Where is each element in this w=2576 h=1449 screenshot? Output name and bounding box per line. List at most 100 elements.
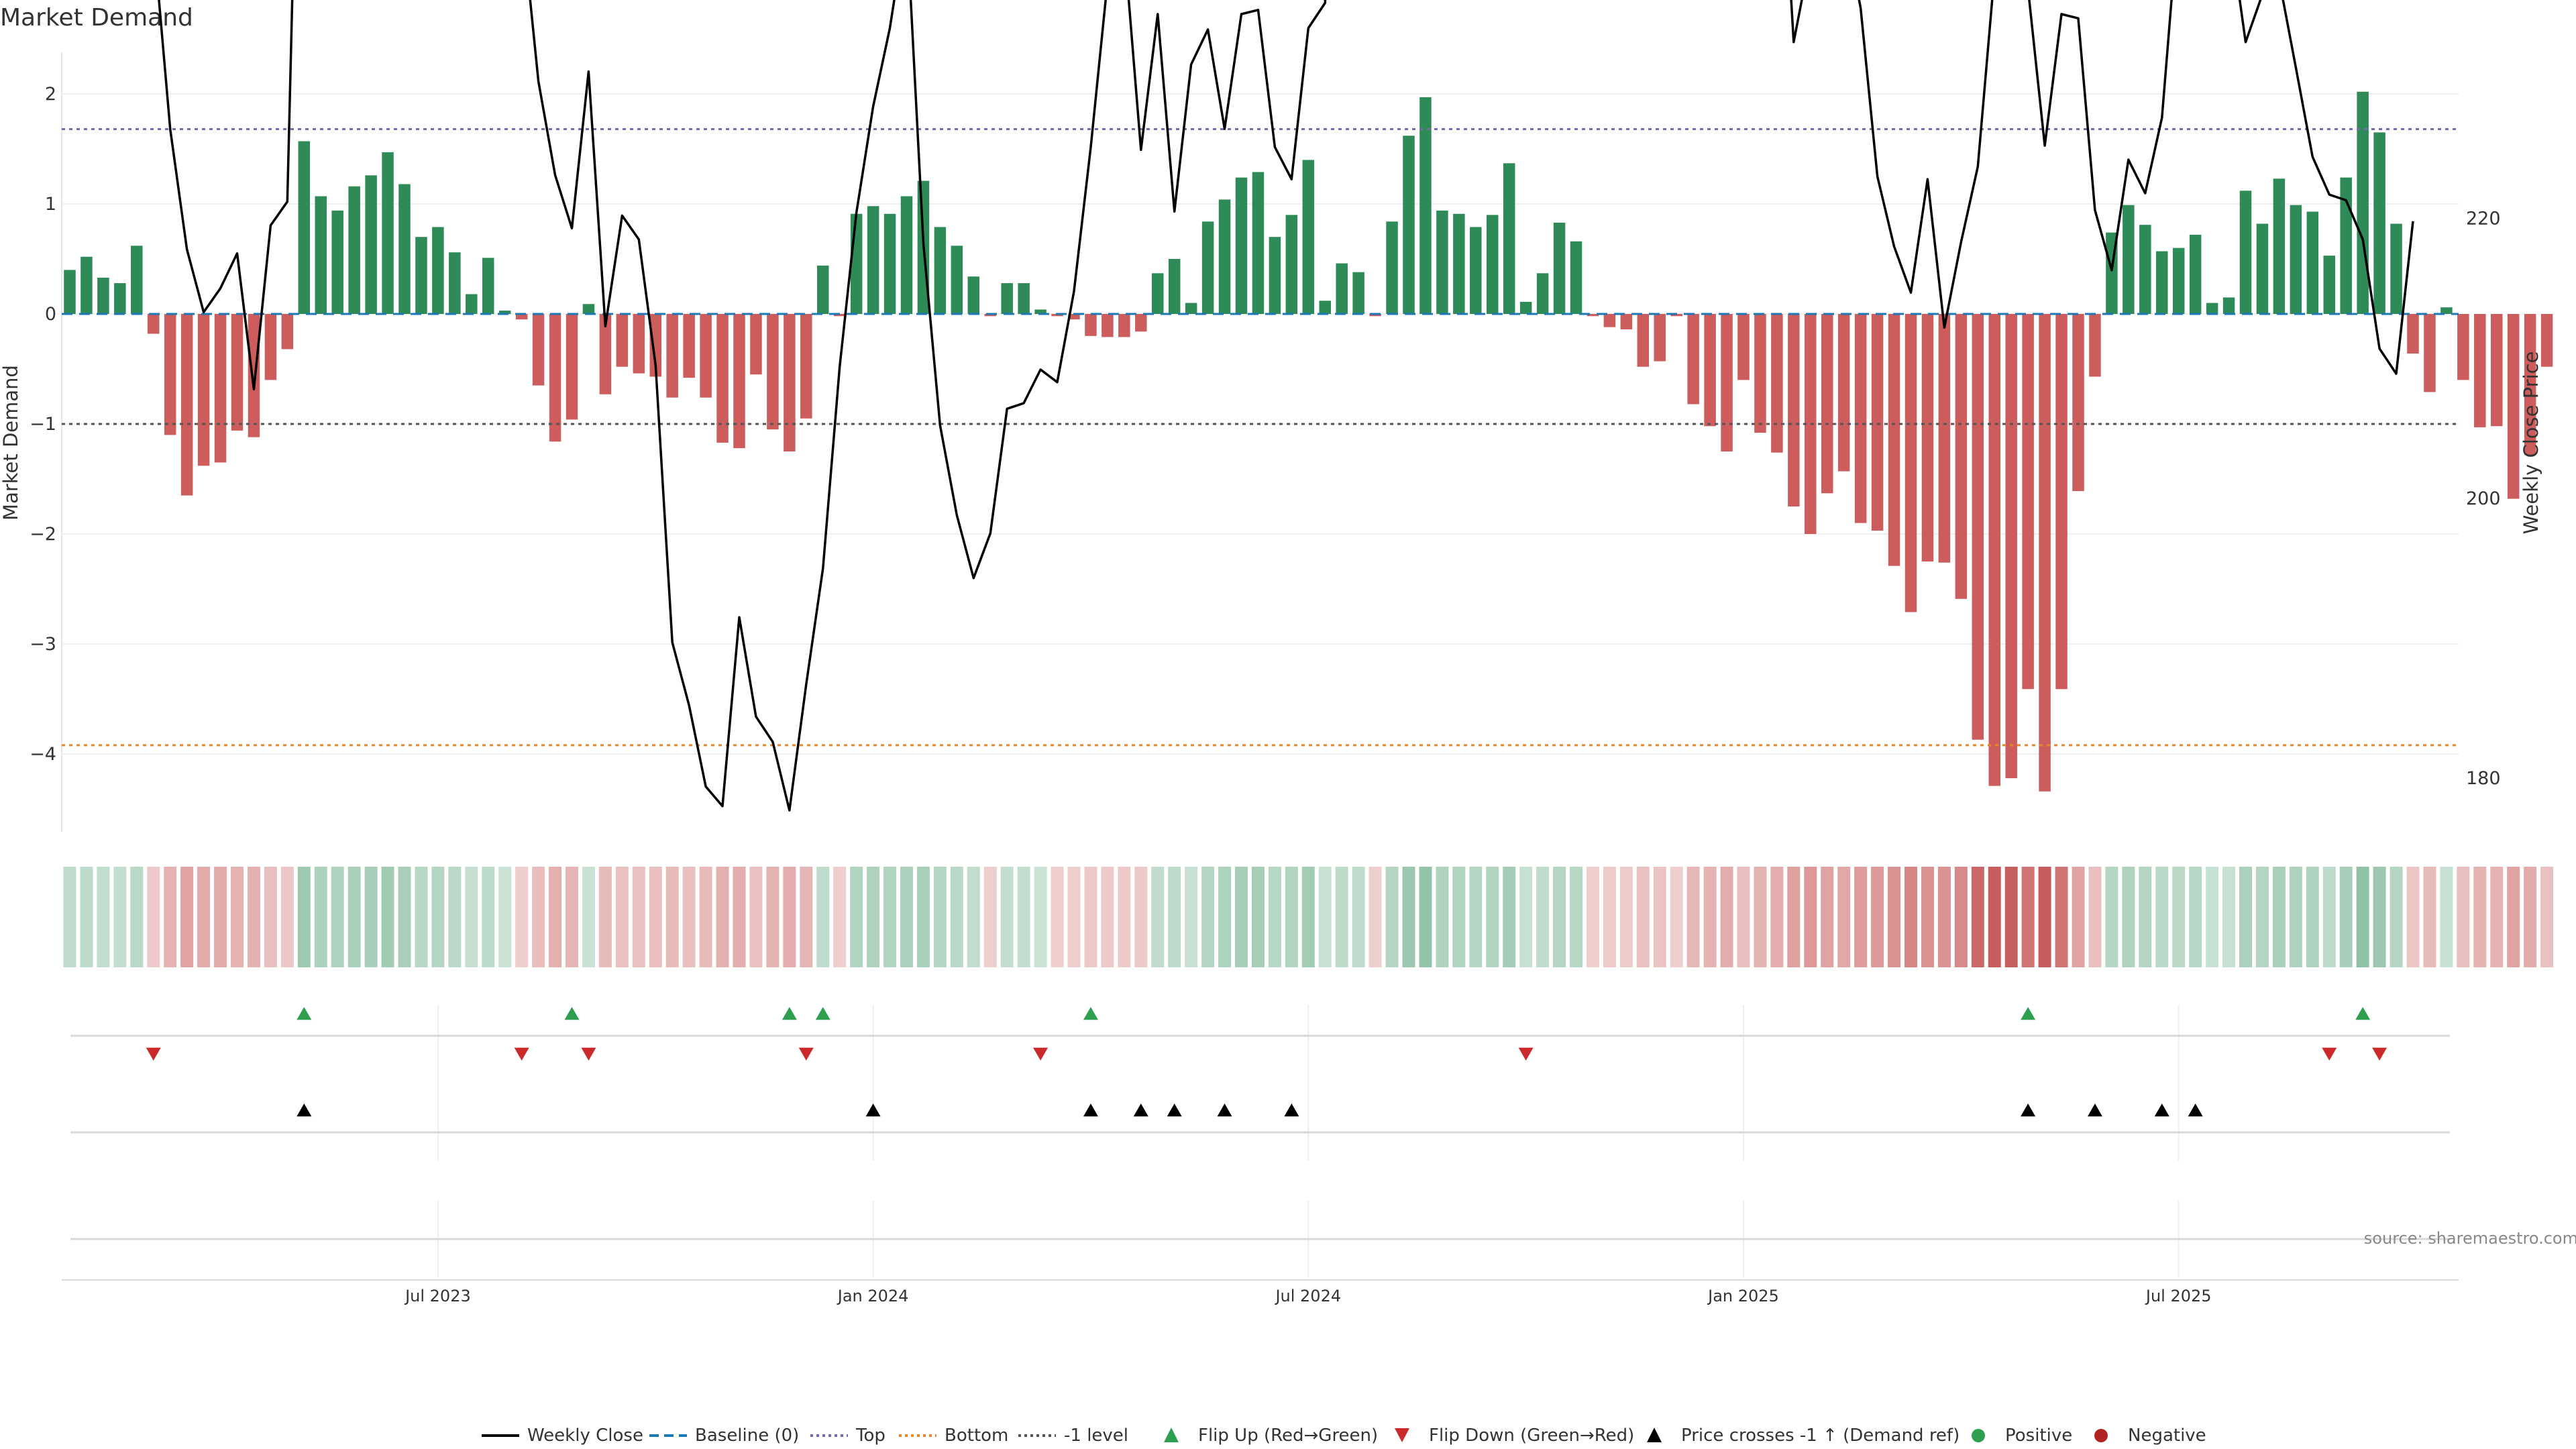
heat-cell [833, 867, 847, 967]
demand-bar [2206, 303, 2218, 314]
heat-cell [2239, 867, 2252, 967]
x-tick-label: Jul 2023 [404, 1287, 471, 1305]
heat-cell [1854, 867, 1868, 967]
heat-cell [1201, 867, 1215, 967]
demand-bar [1854, 314, 1867, 523]
heat-cell [2222, 867, 2236, 967]
demand-bar [1721, 314, 1733, 451]
demand-bar [867, 206, 879, 314]
heat-cell [733, 867, 746, 967]
demand-bar [2457, 314, 2469, 380]
demand-bar [1487, 215, 1499, 314]
heat-cell [164, 867, 177, 967]
demand-bar [1152, 273, 1164, 314]
demand-bar [1704, 314, 1716, 427]
demand-bar [1687, 314, 1699, 405]
demand-bar [1570, 241, 1582, 314]
heat-cell [1670, 867, 1683, 967]
heat-cell [1251, 867, 1265, 967]
demand-bar [1587, 314, 1599, 317]
demand-bar [148, 314, 160, 334]
heat-cell [916, 867, 930, 967]
demand-bar [2340, 177, 2352, 314]
heat-cell [2172, 867, 2186, 967]
price-cross-marker [1133, 1104, 1148, 1117]
heat-cell [465, 867, 478, 967]
y-tick-left: −1 [30, 414, 56, 435]
demand-bar [1904, 314, 1917, 612]
heat-cell [783, 867, 796, 967]
demand-bar [2039, 314, 2051, 792]
flip-up-marker [1083, 1007, 1098, 1020]
heat-cell [381, 867, 394, 967]
heat-cell [1402, 867, 1415, 967]
y-tick-left: 2 [45, 84, 56, 105]
demand-heat-strip [63, 867, 2554, 967]
demand-bar [2256, 223, 2269, 314]
heat-cell [2088, 867, 2102, 967]
demand-bar [1837, 314, 1850, 472]
heat-cell [331, 867, 344, 967]
heat-cell [699, 867, 712, 967]
heat-cell [2339, 867, 2353, 967]
demand-bar [2189, 234, 2202, 314]
weekly-close-line [158, 0, 2414, 812]
demand-bar [1453, 213, 1465, 314]
demand-bar [1235, 177, 1248, 314]
demand-bar [1620, 314, 1633, 329]
heat-cell [1720, 867, 1733, 967]
legend-label: Flip Up (Red→Green) [1198, 1426, 1378, 1446]
heat-cell [1988, 867, 2001, 967]
legend-label: Bottom [945, 1426, 1008, 1446]
demand-bar [951, 246, 963, 314]
demand-bar [984, 314, 996, 317]
demand-bar [298, 141, 311, 314]
heat-cell [1971, 867, 1984, 967]
demand-bar [415, 237, 427, 314]
demand-bar [1336, 263, 1348, 314]
y-tick-right: 200 [2466, 488, 2501, 509]
heat-cell [2021, 867, 2035, 967]
heat-cell [2272, 867, 2286, 967]
demand-bar [733, 314, 745, 449]
demand-bar [498, 311, 511, 314]
demand-bar [1536, 273, 1549, 314]
demand-bar [566, 314, 578, 420]
legend-label: Top [855, 1426, 885, 1446]
heat-cell [2255, 867, 2269, 967]
demand-bar [1470, 227, 1482, 314]
heat-cell [2457, 867, 2470, 967]
demand-bar [1386, 221, 1398, 314]
flip-up-marker [782, 1007, 797, 1020]
heat-cell [1352, 867, 1365, 967]
left-y-ticks: 2 1 0 −1 −2 −3 −4 [30, 84, 56, 765]
demand-bar [1603, 314, 1616, 327]
heat-cell [2206, 867, 2219, 967]
demand-bar [817, 265, 829, 314]
x-tick-label: Jul 2024 [1274, 1287, 1341, 1305]
x-tick-label: Jan 2024 [837, 1287, 909, 1305]
heat-cell [1888, 867, 1901, 967]
demand-bar [2306, 211, 2319, 314]
signal-panels: Jul 2023 Jan 2024 Jul 2024 Jan 2025 Jul 2025 [62, 1005, 2459, 1305]
heat-cell [498, 867, 512, 967]
demand-bar [1419, 97, 1432, 315]
heat-cell [615, 867, 629, 967]
legend-label: Negative [2128, 1426, 2206, 1446]
demand-bar [231, 314, 244, 431]
heat-cell [2373, 867, 2386, 967]
heat-cell [2356, 867, 2369, 967]
y-tick-left: 0 [45, 304, 56, 325]
heat-cell [1586, 867, 1599, 967]
signal-markers [146, 1007, 2387, 1117]
price-cross-marker [297, 1104, 312, 1117]
demand-bar [1269, 237, 1281, 314]
heat-cell [566, 867, 578, 967]
demand-bar [1771, 314, 1783, 453]
heat-cell [1821, 867, 1834, 967]
demand-bar [2005, 314, 2017, 779]
heat-cell [1318, 867, 1332, 967]
heat-cell [214, 867, 227, 967]
demand-bar [784, 314, 796, 451]
